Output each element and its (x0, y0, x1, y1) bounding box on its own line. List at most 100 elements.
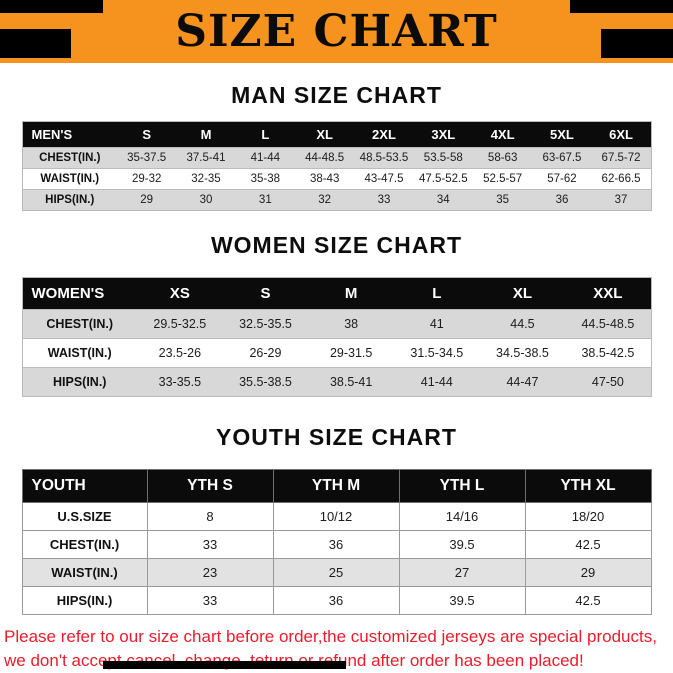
size-value-cell: 31 (235, 189, 295, 211)
banner-decor-left (0, 29, 71, 58)
size-value-cell: 27 (398, 558, 526, 587)
size-header-cell: S (222, 277, 309, 310)
size-header-cell: 6XL (591, 121, 651, 148)
size-value-cell: 44-47 (479, 367, 566, 397)
row-label-cell: CHEST(IN.) (22, 147, 117, 169)
banner-decor-right (601, 29, 673, 58)
size-value-cell: 31.5-34.5 (393, 338, 480, 368)
size-header-cell: S (117, 121, 177, 148)
size-value-cell: 67.5-72 (591, 147, 651, 169)
size-value-cell: 26-29 (222, 338, 309, 368)
size-value-cell: 38 (308, 309, 394, 339)
size-value-cell: 29-31.5 (308, 338, 394, 368)
size-value-cell: 29.5-32.5 (137, 309, 223, 339)
size-header-cell: YTH XL (524, 469, 652, 503)
table-corner-cell: YOUTH (21, 469, 148, 503)
table-header-row: MEN'S S M L XL 2XL 3XL 4XL 5XL 6XL (22, 121, 651, 148)
size-value-cell: 53.5-58 (413, 147, 473, 169)
size-value-cell: 52.5-57 (472, 168, 533, 190)
size-header-cell: 2XL (354, 121, 414, 148)
size-header-cell: YTH L (398, 469, 526, 503)
size-value-cell: 34.5-38.5 (479, 338, 566, 368)
size-value-cell: 33 (354, 189, 414, 211)
size-value-cell: 35-38 (235, 168, 295, 190)
size-header-cell: YTH S (146, 469, 274, 503)
size-value-cell: 38.5-41 (308, 367, 394, 397)
youth-size-chart-section: YOUTH SIZE CHART YOUTH YTH S YTH M YTH L YTH… (0, 423, 673, 615)
size-value-cell: 25 (272, 558, 400, 587)
row-label-cell: CHEST(IN.) (21, 530, 148, 559)
size-value-cell: 37.5-41 (176, 147, 236, 169)
size-header-cell: XL (294, 121, 355, 148)
size-value-cell: 44.5 (479, 309, 566, 339)
table-row: HIPS(IN.) 29 30 31 32 33 34 35 36 37 (22, 189, 651, 211)
size-value-cell: 32 (294, 189, 355, 211)
men-size-table: MEN'S S M L XL 2XL 3XL 4XL 5XL 6XL CHEST(IN.) 35-37… (21, 121, 652, 211)
row-label-cell: U.S.SIZE (21, 502, 148, 531)
size-value-cell: 23.5-26 (137, 338, 223, 368)
size-value-cell: 38.5-42.5 (565, 338, 651, 368)
table-corner-cell: WOMEN'S (22, 277, 137, 310)
size-header-cell: L (393, 277, 480, 310)
size-header-cell: M (308, 277, 394, 310)
size-value-cell: 39.5 (398, 530, 526, 559)
size-value-cell: 8 (146, 502, 274, 531)
row-label-cell: HIPS(IN.) (21, 586, 148, 615)
women-size-table: WOMEN'S XS S M L XL XXL CHEST(IN.) 29.5-32.5 32.5… (21, 277, 652, 397)
size-value-cell: 42.5 (524, 530, 652, 559)
size-value-cell: 23 (146, 558, 274, 587)
footer-notice: Please refer to our size chart before or… (0, 625, 673, 673)
size-value-cell: 41 (393, 309, 480, 339)
bottom-black-strip (103, 661, 346, 669)
size-value-cell: 34 (413, 189, 473, 211)
banner-decor-top-right (570, 0, 673, 13)
row-label-cell: CHEST(IN.) (22, 309, 137, 339)
size-value-cell: 33 (146, 530, 274, 559)
size-value-cell: 32.5-35.5 (222, 309, 309, 339)
size-value-cell: 36 (272, 586, 400, 615)
size-value-cell: 44-48.5 (294, 147, 355, 169)
table-header-row: WOMEN'S XS S M L XL XXL (22, 277, 651, 310)
row-label-cell: HIPS(IN.) (22, 189, 117, 211)
table-row: HIPS(IN.) 33 36 39.5 42.5 (21, 586, 652, 615)
row-label-cell: WAIST(IN.) (22, 168, 117, 190)
row-label-cell: WAIST(IN.) (22, 338, 137, 368)
size-value-cell: 42.5 (524, 586, 652, 615)
size-value-cell: 36 (272, 530, 400, 559)
size-value-cell: 47.5-52.5 (413, 168, 473, 190)
size-value-cell: 29 (524, 558, 652, 587)
size-value-cell: 29-32 (117, 168, 177, 190)
size-value-cell: 35-37.5 (117, 147, 177, 169)
table-row: CHEST(IN.) 35-37.5 37.5-41 41-44 44-48.5 48.5… (22, 147, 651, 169)
size-value-cell: 47-50 (565, 367, 651, 397)
size-value-cell: 14/16 (398, 502, 526, 531)
size-value-cell: 62-66.5 (591, 168, 651, 190)
size-value-cell: 10/12 (272, 502, 400, 531)
size-value-cell: 37 (591, 189, 651, 211)
man-section-heading: MAN SIZE CHART (231, 82, 442, 108)
banner-decor-top-left (0, 0, 103, 13)
man-size-chart-section: MAN SIZE CHART MEN'S S M L XL 2XL 3XL 4XL 5XL 6XL… (0, 81, 673, 211)
size-value-cell: 32-35 (176, 168, 236, 190)
size-header-cell: 5XL (532, 121, 592, 148)
size-value-cell: 41-44 (235, 147, 295, 169)
size-value-cell: 36 (532, 189, 592, 211)
table-corner-cell: MEN'S (22, 121, 117, 148)
size-header-cell: XS (137, 277, 223, 310)
table-row: WAIST(IN.) 29-32 32-35 35-38 38-43 43-47.5 47.… (22, 168, 651, 190)
size-header-cell: L (235, 121, 295, 148)
size-header-cell: XXL (565, 277, 651, 310)
size-value-cell: 30 (176, 189, 236, 211)
table-header-row: YOUTH YTH S YTH M YTH L YTH XL (21, 469, 652, 503)
table-row: CHEST(IN.) 33 36 39.5 42.5 (21, 530, 652, 559)
youth-section-heading: YOUTH SIZE CHART (216, 424, 457, 450)
table-row: WAIST(IN.) 23 25 27 29 (21, 558, 652, 587)
size-value-cell: 18/20 (524, 502, 652, 531)
table-row: HIPS(IN.) 33-35.5 35.5-38.5 38.5-41 41-44 44-… (22, 367, 651, 397)
size-value-cell: 48.5-53.5 (354, 147, 414, 169)
size-header-cell: M (176, 121, 236, 148)
size-value-cell: 41-44 (393, 367, 480, 397)
size-value-cell: 63-67.5 (532, 147, 592, 169)
table-row: WAIST(IN.) 23.5-26 26-29 29-31.5 31.5-34.5 34… (22, 338, 651, 368)
